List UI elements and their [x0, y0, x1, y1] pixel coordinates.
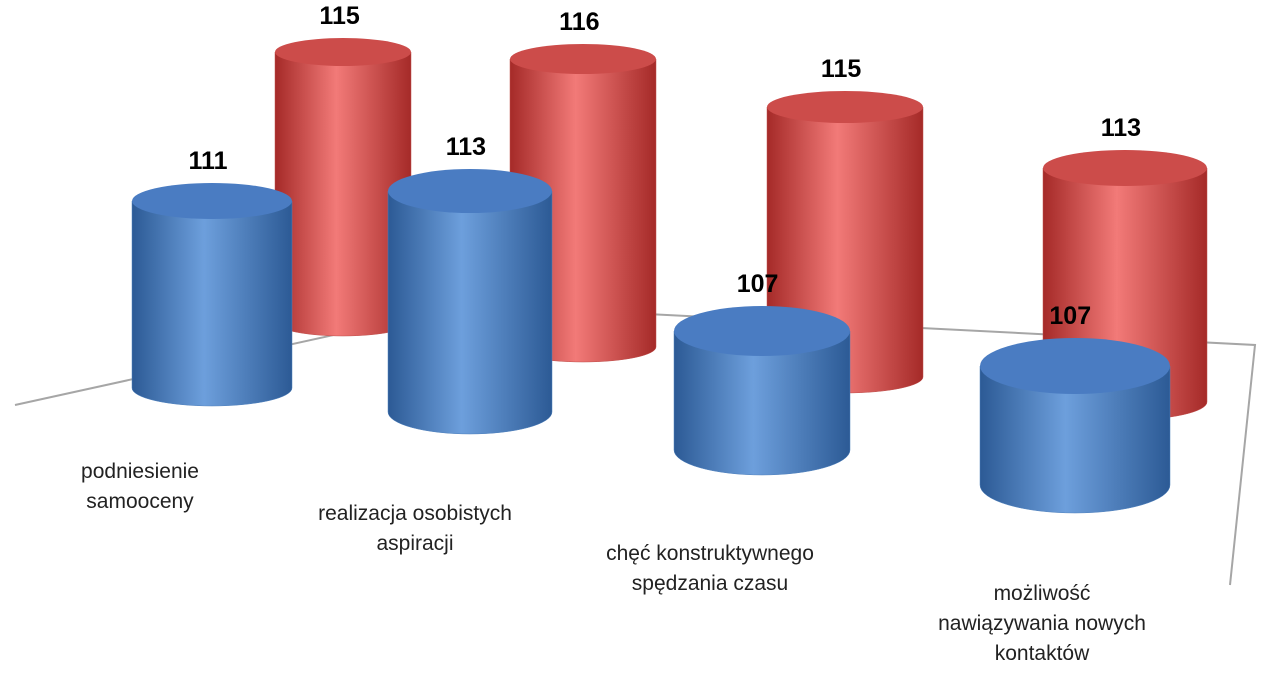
x-tick-label: samooceny	[86, 490, 194, 513]
x-tick-label: aspiracji	[376, 532, 453, 555]
cylinder	[673, 306, 851, 476]
cylinder-body	[131, 200, 293, 407]
cylinder	[387, 169, 553, 435]
x-tick-label: kontaktów	[995, 642, 1090, 665]
cylinder-body	[673, 330, 851, 476]
x-tick-label: podniesienie	[81, 460, 199, 483]
cylinder-body	[387, 190, 553, 435]
cylinder	[979, 338, 1171, 514]
cylinder-top	[275, 38, 411, 66]
x-tick-label: możliwość	[994, 582, 1091, 605]
x-tick-label: spędzania czasu	[632, 572, 788, 595]
value-label: 111	[189, 147, 228, 175]
x-tick-label: realizacja osobistych	[318, 502, 512, 525]
cylinder-top	[674, 306, 850, 356]
x-tick-label: chęć konstruktywnego	[606, 542, 814, 565]
x-tick-label: nawiązywania nowych	[938, 612, 1146, 635]
value-label: 116	[559, 8, 599, 36]
cylinder	[131, 183, 293, 407]
cylinder-top	[132, 183, 292, 219]
cylinder	[274, 38, 412, 337]
cylinder-top	[1043, 150, 1207, 186]
value-label: 115	[821, 55, 861, 83]
value-label: 113	[1101, 114, 1141, 142]
cylinder-top	[510, 44, 656, 74]
cylinder-top	[388, 169, 552, 213]
cylinder-body	[979, 365, 1171, 514]
value-label: 115	[319, 2, 359, 30]
cylinder-top	[767, 91, 923, 123]
value-label: 107	[1049, 302, 1091, 330]
value-label: 113	[446, 133, 486, 161]
value-label: 107	[737, 270, 779, 298]
cylinder-top	[980, 338, 1170, 394]
